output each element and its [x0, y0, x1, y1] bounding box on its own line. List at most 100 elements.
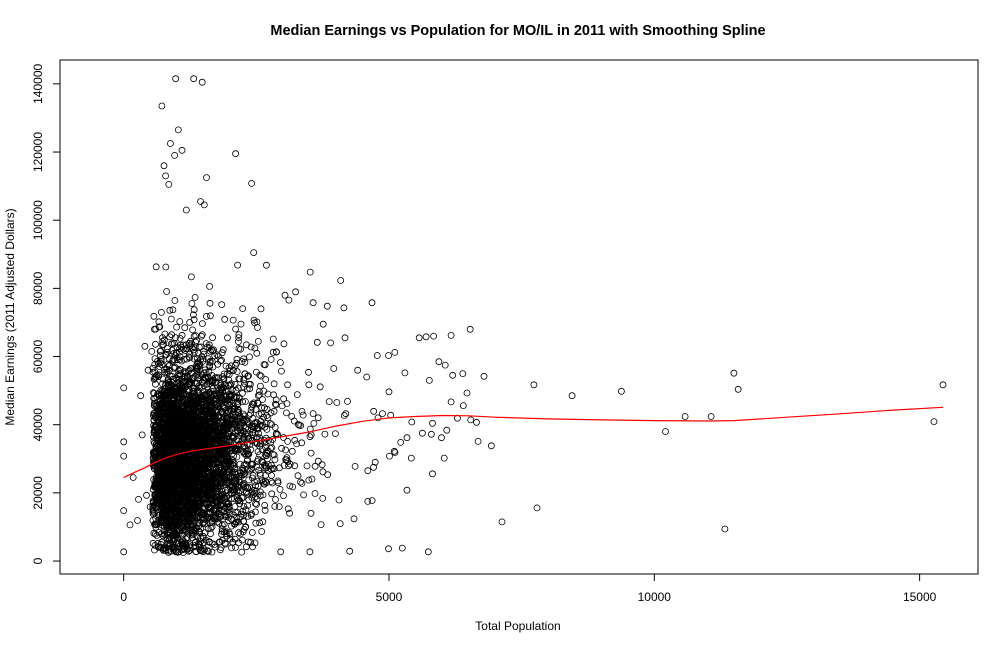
data-point: [197, 411, 205, 419]
data-point: [196, 538, 204, 545]
data-point: [232, 394, 240, 402]
data-point: [168, 473, 175, 481]
data-point: [256, 451, 264, 459]
data-point: [163, 465, 171, 473]
data-point: [316, 383, 324, 391]
data-point: [224, 454, 232, 462]
data-point: [282, 409, 290, 417]
data-point: [181, 545, 189, 553]
data-point: [233, 368, 241, 376]
data-point: [155, 461, 163, 469]
data-point: [730, 369, 738, 377]
data-point: [222, 513, 230, 520]
data-point: [196, 450, 204, 458]
data-point: [247, 511, 255, 519]
data-point: [126, 521, 134, 529]
data-point: [157, 410, 165, 418]
data-point: [370, 463, 378, 471]
data-point: [429, 470, 436, 478]
data-point: [166, 140, 174, 147]
data-point: [193, 355, 201, 362]
data-point: [238, 482, 245, 490]
data-point: [285, 462, 293, 470]
data-point: [218, 525, 226, 533]
data-point: [157, 347, 165, 355]
data-point: [205, 493, 213, 500]
data-point: [271, 400, 279, 408]
data-point: [403, 434, 411, 442]
data-point: [243, 457, 251, 465]
data-point: [261, 501, 269, 509]
data-point: [152, 380, 159, 388]
data-point: [254, 399, 261, 407]
data-point: [268, 471, 275, 479]
data-point: [134, 517, 141, 524]
data-point: [300, 491, 308, 499]
data-point: [166, 420, 174, 428]
data-point: [220, 520, 228, 528]
data-point: [193, 337, 201, 344]
data-point: [487, 442, 495, 450]
data-point: [215, 505, 223, 513]
data-point: [204, 385, 212, 393]
data-point: [174, 499, 182, 507]
data-point: [249, 543, 257, 551]
data-point: [244, 450, 252, 458]
data-point: [211, 506, 219, 514]
data-point: [218, 349, 226, 357]
data-point: [939, 381, 947, 389]
data-point: [241, 358, 249, 366]
data-point: [344, 397, 351, 405]
data-point: [141, 342, 149, 350]
data-point: [205, 503, 213, 511]
data-point: [173, 379, 181, 387]
data-point: [208, 382, 216, 390]
data-point: [153, 532, 161, 539]
data-point: [311, 490, 319, 497]
data-point: [385, 388, 393, 396]
data-point: [241, 398, 249, 405]
data-point: [447, 398, 455, 406]
data-point: [164, 535, 172, 543]
data-point: [330, 365, 338, 372]
data-point: [319, 320, 327, 328]
data-point: [190, 348, 198, 356]
data-point: [201, 520, 209, 528]
data-point: [190, 306, 198, 314]
data-point: [232, 387, 240, 394]
data-point: [182, 519, 190, 526]
data-point: [218, 492, 226, 500]
data-point: [286, 482, 294, 490]
data-point: [211, 416, 219, 424]
data-point: [205, 464, 213, 472]
data-point: [183, 391, 191, 399]
data-point: [363, 373, 371, 381]
data-point: [319, 468, 327, 476]
data-point: [206, 423, 214, 431]
data-point: [161, 485, 169, 493]
data-point: [230, 459, 238, 467]
data-point: [178, 146, 186, 154]
data-point: [170, 385, 178, 393]
data-point: [197, 455, 205, 463]
data-point: [262, 462, 270, 470]
data-point: [184, 515, 192, 523]
data-point: [188, 407, 196, 415]
data-point: [186, 318, 194, 326]
data-point: [191, 542, 199, 549]
data-point: [681, 413, 689, 420]
data-point: [162, 263, 170, 271]
data-point: [364, 497, 372, 505]
data-point: [314, 414, 322, 422]
data-point: [930, 418, 938, 426]
data-point: [161, 489, 169, 497]
data-point: [172, 474, 180, 482]
data-point: [239, 481, 247, 489]
data-point: [307, 431, 315, 439]
data-point: [418, 429, 426, 437]
data-point: [149, 364, 157, 372]
data-point: [267, 444, 274, 452]
data-point: [148, 347, 156, 355]
data-point: [227, 482, 235, 489]
data-point: [207, 525, 215, 532]
